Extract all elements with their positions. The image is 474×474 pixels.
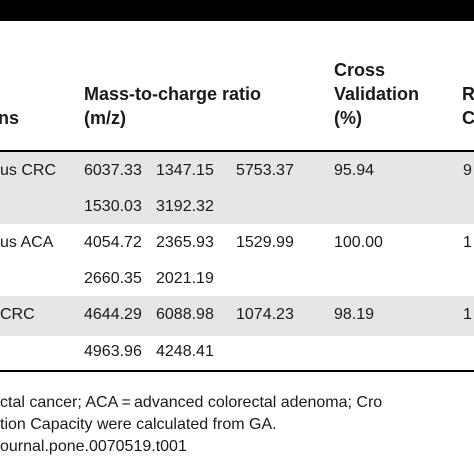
mz-value: 1530.03 <box>84 198 142 215</box>
table-top-rule <box>0 0 474 21</box>
mz-value: 2660.35 <box>84 270 142 287</box>
mz-value: 4054.72 <box>84 234 142 251</box>
mz-value: 6088.98 <box>156 306 214 323</box>
table-row: 1530.03 3192.32 <box>0 191 474 225</box>
table-row: us ACA 4054.72 2365.93 1529.99 100.00 1 <box>0 227 474 261</box>
mz-value: 5753.37 <box>236 162 294 179</box>
header-col4-c: C <box>462 108 474 128</box>
mz-value: 1529.99 <box>236 234 294 251</box>
header-validation: Validation <box>334 84 420 104</box>
header-mass-to-charge: Mass-to-charge ratio <box>84 84 262 104</box>
header-percent: (%) <box>334 108 362 128</box>
mz-value: 4248.41 <box>156 343 214 360</box>
header-groups: ns <box>0 108 20 128</box>
header-mz-unit: (m/z) <box>84 108 126 128</box>
col4-value: 9 <box>463 162 472 179</box>
row-band-1 <box>0 152 474 224</box>
header-col4-r: R <box>462 84 474 104</box>
mz-value: 2365.93 <box>156 234 214 251</box>
col4-value: 1 <box>463 234 472 251</box>
mz-value: 4963.96 <box>84 343 142 360</box>
row-label: us ACA <box>0 234 54 251</box>
mz-value: 6037.33 <box>84 162 142 179</box>
row-label: us CRC <box>0 162 57 179</box>
header-cross: Cross <box>334 60 386 80</box>
mz-value: 1347.15 <box>156 162 214 179</box>
table-row: 2660.35 2021.19 <box>0 263 474 297</box>
row-label: CRC <box>0 306 35 323</box>
footnote-calculation: tion Capacity were calculated from GA. <box>0 416 277 433</box>
footnote-abbreviations: ctal cancer; ACA = advanced colorectal a… <box>0 394 383 411</box>
cross-validation-value: 95.94 <box>334 162 375 179</box>
mz-value: 4644.29 <box>84 306 142 323</box>
table-row: us CRC 6037.33 1347.15 5753.37 95.94 9 <box>0 155 474 189</box>
mz-value: 3192.32 <box>156 198 214 215</box>
col4-value: 1 <box>463 306 472 323</box>
table-row: CRC 4644.29 6088.98 1074.23 98.19 1 <box>0 299 474 333</box>
mz-value: 1074.23 <box>236 306 294 323</box>
mz-value: 2021.19 <box>156 270 214 287</box>
table-row: 4963.96 4248.41 <box>0 336 474 370</box>
cross-validation-value: 100.00 <box>334 234 383 251</box>
footnote-doi: ournal.pone.0070519.t001 <box>0 438 187 455</box>
row-band-3 <box>0 296 474 336</box>
table-bottom-rule <box>0 370 474 372</box>
header-rule <box>0 150 474 152</box>
cross-validation-value: 98.19 <box>334 306 375 323</box>
